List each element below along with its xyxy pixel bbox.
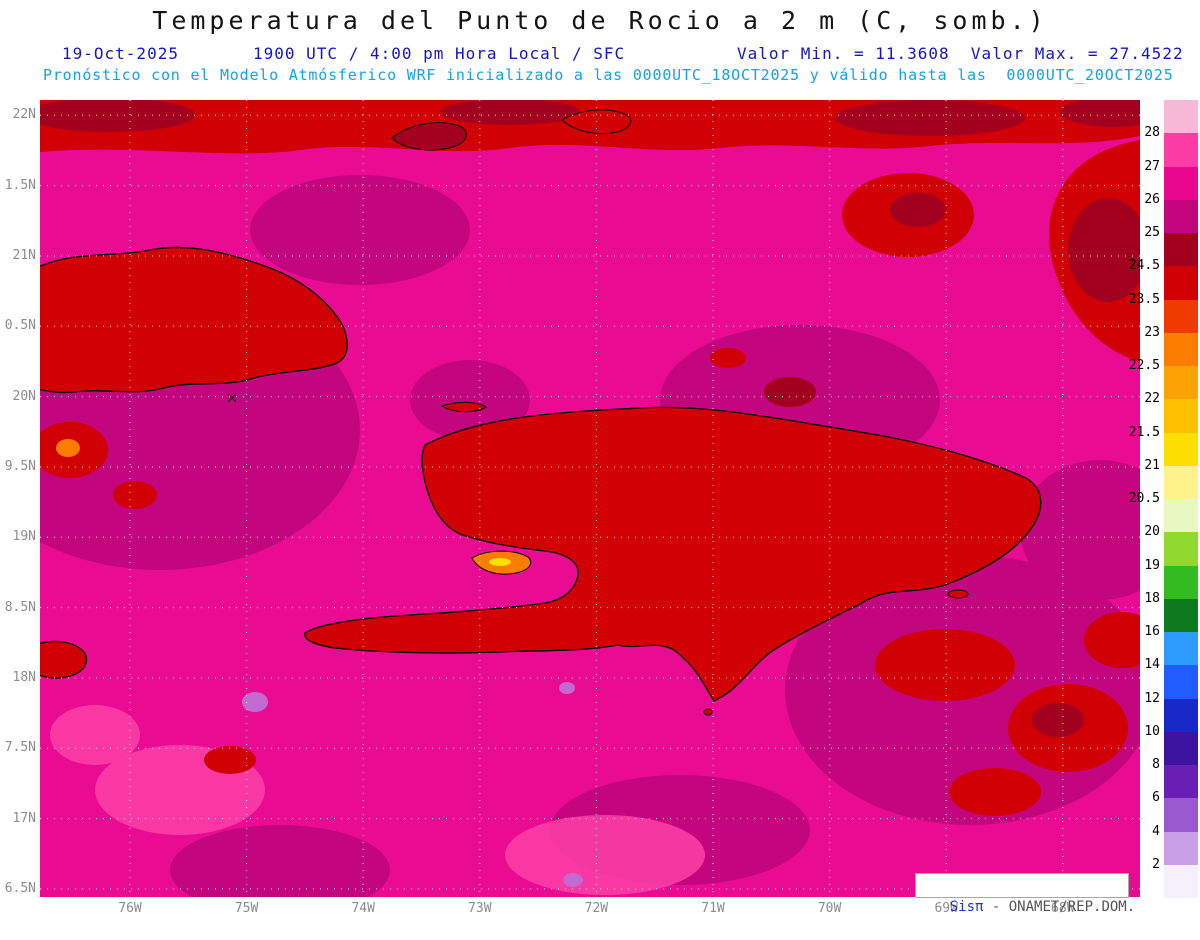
colorbar-label: 20 bbox=[1144, 524, 1160, 540]
colorbar-label: 23 bbox=[1144, 324, 1160, 340]
colorbar-segment bbox=[1164, 798, 1198, 832]
colorbar-label: 16 bbox=[1144, 624, 1160, 639]
colorbar-label: 14 bbox=[1144, 657, 1160, 673]
small-islands bbox=[440, 401, 969, 716]
colorbar-segment bbox=[1164, 831, 1198, 865]
colorbar-segment bbox=[1164, 166, 1198, 200]
colorbar-label: 8 bbox=[1152, 757, 1160, 772]
colorbar-label: 25 bbox=[1144, 225, 1160, 240]
colorbar-label: 26 bbox=[1144, 191, 1160, 207]
jamaica-landmass bbox=[40, 640, 88, 679]
colorbar-label: 6 bbox=[1152, 790, 1160, 806]
colorbar-segment bbox=[1164, 100, 1198, 134]
colorbar-label: 21 bbox=[1144, 457, 1160, 473]
colorbar-segment bbox=[1164, 233, 1198, 267]
colorbar-segment bbox=[1164, 499, 1198, 533]
watermark-brand: Sisπ bbox=[949, 899, 984, 915]
lon-tick-label: 74W bbox=[351, 901, 375, 916]
colorbar-label: 23.5 bbox=[1128, 291, 1160, 307]
colorbar-segment bbox=[1164, 864, 1198, 898]
colorbar-swatches bbox=[1164, 100, 1198, 898]
lon-tick-label: 73W bbox=[468, 901, 492, 916]
lat-tick-label: 22N bbox=[12, 107, 36, 123]
lat-tick-label: 6.5N bbox=[4, 880, 36, 896]
colorbar-segment bbox=[1164, 698, 1198, 732]
warm-air-bands bbox=[40, 100, 1140, 816]
colorbar-segment bbox=[1164, 299, 1198, 333]
colorbar-label: 12 bbox=[1144, 690, 1160, 706]
lat-tick-label: 7.5N bbox=[4, 740, 36, 756]
lat-tick-label: 18N bbox=[12, 669, 36, 685]
lat-tick-label: 1.5N bbox=[4, 177, 36, 193]
colorbar-label: 21.5 bbox=[1128, 424, 1160, 440]
colorbar-label: 22 bbox=[1144, 391, 1160, 407]
watermark-text: - ONAMET/REP.DOM. bbox=[983, 899, 1136, 915]
forecast-description: Pronóstico con el Modelo Atmósferico WRF… bbox=[43, 66, 1174, 84]
lon-tick-label: 70W bbox=[817, 901, 842, 916]
colorbar-segment bbox=[1164, 465, 1198, 499]
colorbar-label: 24.5 bbox=[1128, 258, 1160, 274]
lat-tick-label: 17N bbox=[12, 810, 36, 826]
lat-tick-label: 21N bbox=[12, 247, 36, 263]
colorbar-segment bbox=[1164, 731, 1198, 765]
colorbar-label: 2 bbox=[1152, 856, 1160, 872]
station-marker bbox=[227, 393, 237, 403]
lon-tick-label: 76W bbox=[118, 901, 142, 916]
colorbar: 28 27 26 25 24.5 23.5 23 22.5 22 21.5 21 20.5 20 19 18… bbox=[1129, 100, 1200, 898]
colorbar-segment bbox=[1164, 665, 1198, 699]
colorbar-segment bbox=[1164, 632, 1198, 666]
lon-tick-label: 71W bbox=[701, 901, 725, 916]
colorbar-segment bbox=[1164, 432, 1198, 466]
colorbar-segment bbox=[1164, 199, 1198, 233]
lat-tick-label: 19N bbox=[12, 529, 36, 545]
lat-tick-label: 0.5N bbox=[4, 318, 36, 334]
colorbar-segment bbox=[1164, 399, 1198, 433]
map-canvas bbox=[40, 100, 1140, 897]
colorbar-segment bbox=[1164, 532, 1198, 566]
colorbar-label: 18 bbox=[1144, 590, 1160, 606]
colorbar-segment bbox=[1164, 598, 1198, 632]
colorbar-segment bbox=[1164, 765, 1198, 799]
colorbar-label: 27 bbox=[1144, 158, 1160, 174]
lon-tick-label: 68W bbox=[1043, 901, 1083, 916]
lon-tick-label: 69W bbox=[926, 901, 966, 916]
header-min-max-values: Valor Min. = 11.3608 Valor Max. = 27.452… bbox=[737, 44, 1184, 63]
page-title: Temperatura del Punto de Rocio a 2 m (C,… bbox=[152, 6, 1048, 35]
lat-tick-label: 20N bbox=[12, 388, 36, 404]
colorbar-label: 19 bbox=[1144, 557, 1160, 573]
lon-tick-label: 75W bbox=[234, 901, 259, 916]
colorbar-label: 22.5 bbox=[1128, 358, 1160, 373]
colorbar-label: 4 bbox=[1152, 823, 1160, 839]
cuba-landmass bbox=[40, 246, 348, 403]
colorbar-label: 20.5 bbox=[1128, 491, 1160, 506]
header-valid-time: 1900 UTC / 4:00 pm Hora Local / SFC bbox=[253, 44, 626, 63]
colorbar-segment bbox=[1164, 332, 1198, 366]
colorbar-label: 10 bbox=[1144, 723, 1160, 739]
lon-tick-label: 72W bbox=[584, 901, 609, 916]
colorbar-segment bbox=[1164, 133, 1198, 167]
header-date: 19-Oct-2025 bbox=[62, 44, 179, 63]
colorbar-segment bbox=[1164, 266, 1198, 300]
watermark: Sisπ - ONAMET/REP.DOM. bbox=[915, 873, 1135, 915]
lat-tick-label: 9.5N bbox=[4, 458, 36, 474]
colorbar-segment bbox=[1164, 565, 1198, 599]
lat-tick-label: 8.5N bbox=[4, 599, 36, 615]
colorbar-label: 28 bbox=[1144, 125, 1160, 141]
colorbar-segment bbox=[1164, 366, 1198, 400]
